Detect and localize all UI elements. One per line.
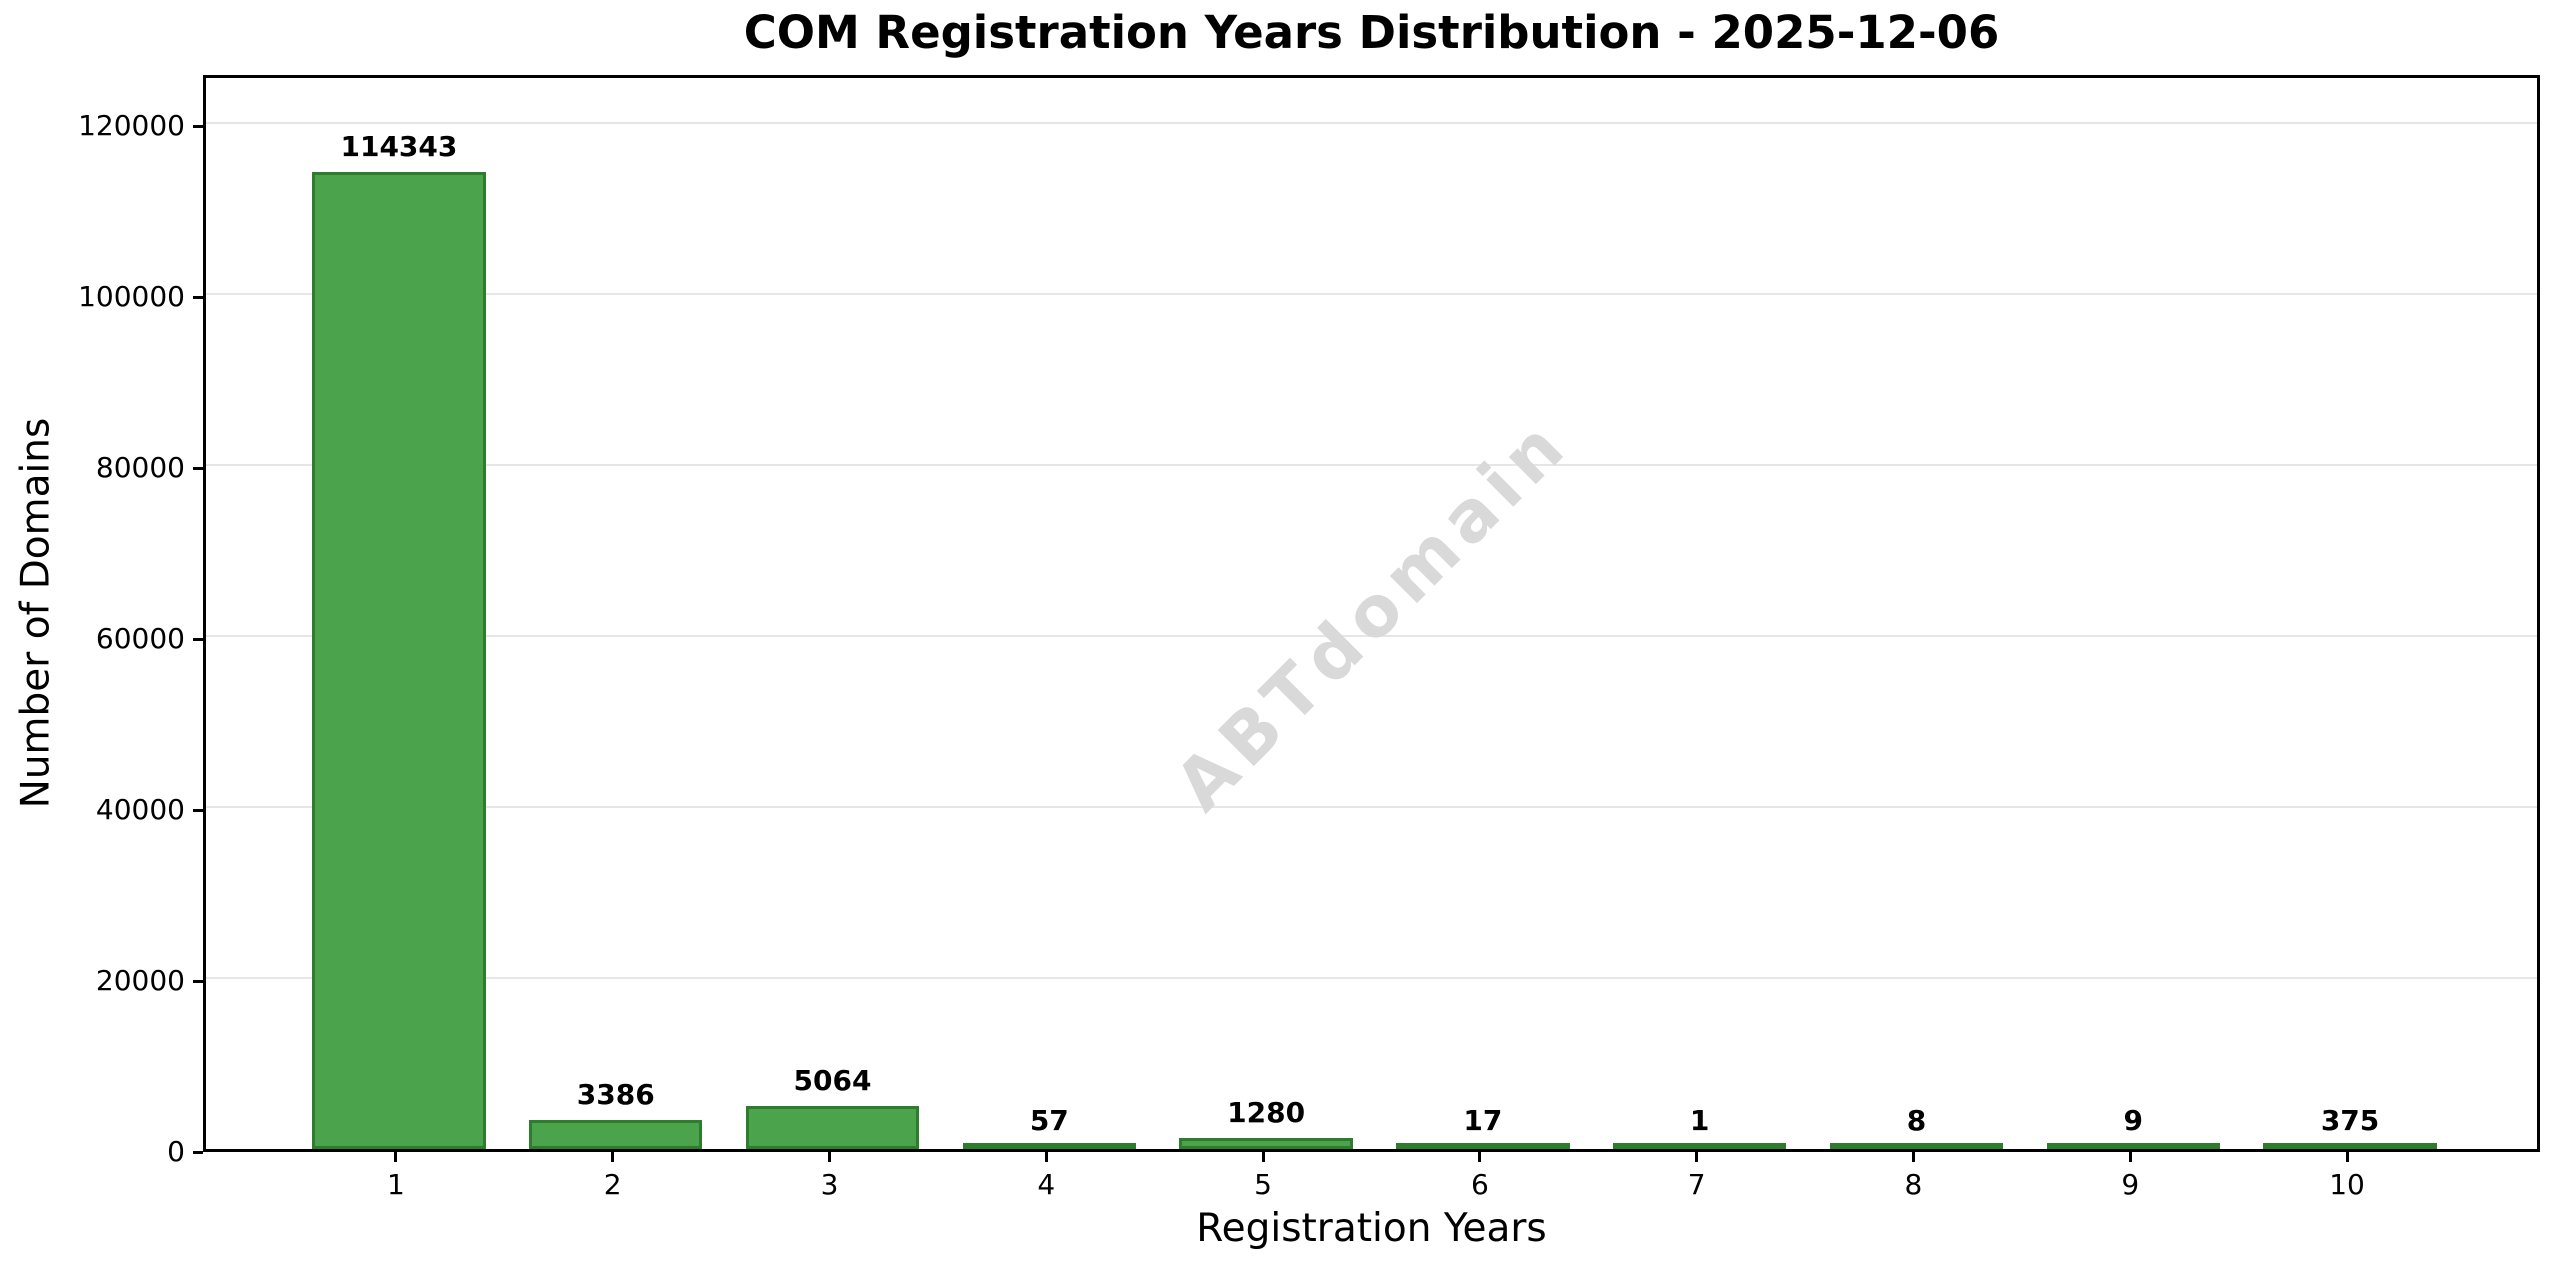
gridline (206, 635, 2537, 638)
bar-value-label: 57 (1029, 1104, 1069, 1137)
bar-value-label: 1 (1689, 1104, 1710, 1137)
bar-value-label: 8 (1906, 1104, 1927, 1137)
x-tick-mark (1044, 1152, 1048, 1162)
plot-area: 114343 3386 5064 57 1280 17 1 8 9 375 ABTdomain (203, 75, 2540, 1152)
y-tick-label: 60000 (95, 622, 185, 656)
y-tick-mark (193, 466, 203, 470)
y-tick-mark (193, 295, 203, 299)
gridline (206, 464, 2537, 467)
y-tick-mark (193, 637, 203, 641)
y-tick-mark (193, 808, 203, 812)
y-tick-label: 0 (167, 1135, 185, 1168)
x-tick-mark (394, 1152, 398, 1162)
bar-year-4 (962, 1143, 1137, 1149)
gridline (206, 293, 2537, 296)
y-tick-label: 20000 (95, 964, 185, 998)
bar-value-label: 5064 (793, 1063, 872, 1097)
x-tick-label: 2 (603, 1168, 622, 1201)
bar-year-1 (312, 171, 486, 1149)
bar-year-7 (1612, 1143, 1787, 1149)
bar-value-label: 114343 (340, 129, 458, 163)
x-tick-mark (1911, 1152, 1915, 1162)
x-tick-mark (1478, 1152, 1482, 1162)
x-tick-label: 4 (1037, 1168, 1056, 1201)
bar-value-label: 9 (2123, 1104, 2144, 1137)
bar-value-label: 375 (2320, 1103, 2380, 1137)
bar-year-10 (2263, 1143, 2437, 1149)
x-tick-label: 1 (387, 1168, 405, 1201)
x-tick-label: 8 (1904, 1168, 1923, 1201)
x-tick-label: 10 (2329, 1168, 2365, 1201)
x-tick-label: 5 (1254, 1168, 1273, 1201)
x-tick-mark (2128, 1152, 2132, 1162)
bar-value-label: 3386 (576, 1078, 655, 1112)
y-tick-label: 100000 (78, 280, 185, 314)
bar-value-label: 1280 (1227, 1096, 1306, 1130)
y-tick-mark (193, 979, 203, 983)
x-tick-mark (1695, 1152, 1699, 1162)
x-tick-label: 7 (1687, 1168, 1706, 1201)
bar-year-8 (1829, 1143, 2004, 1149)
x-tick-label: 9 (2121, 1168, 2140, 1201)
y-tick-label: 120000 (78, 109, 185, 143)
bar-year-9 (2046, 1143, 2220, 1149)
x-tick-label: 3 (820, 1168, 839, 1201)
x-tick-label: 6 (1470, 1168, 1489, 1201)
x-tick-mark (828, 1152, 832, 1162)
gridline (206, 806, 2537, 809)
bar-year-3 (745, 1105, 920, 1149)
gridline (206, 977, 2537, 980)
x-tick-mark (2345, 1152, 2349, 1162)
chart-title: COM Registration Years Distribution - 20… (743, 6, 2000, 59)
y-tick-label: 80000 (95, 451, 185, 485)
x-tick-mark (1261, 1152, 1265, 1162)
y-tick-mark (193, 1150, 203, 1154)
bar-year-5 (1179, 1138, 1353, 1149)
gridline (206, 122, 2537, 125)
bar-year-6 (1396, 1143, 1570, 1149)
bar-value-label: 17 (1463, 1104, 1503, 1137)
y-tick-mark (193, 124, 203, 128)
bar-year-2 (529, 1120, 703, 1149)
y-tick-label: 40000 (95, 793, 185, 827)
x-axis-label: Registration Years (1196, 1206, 1547, 1251)
x-tick-mark (611, 1152, 615, 1162)
